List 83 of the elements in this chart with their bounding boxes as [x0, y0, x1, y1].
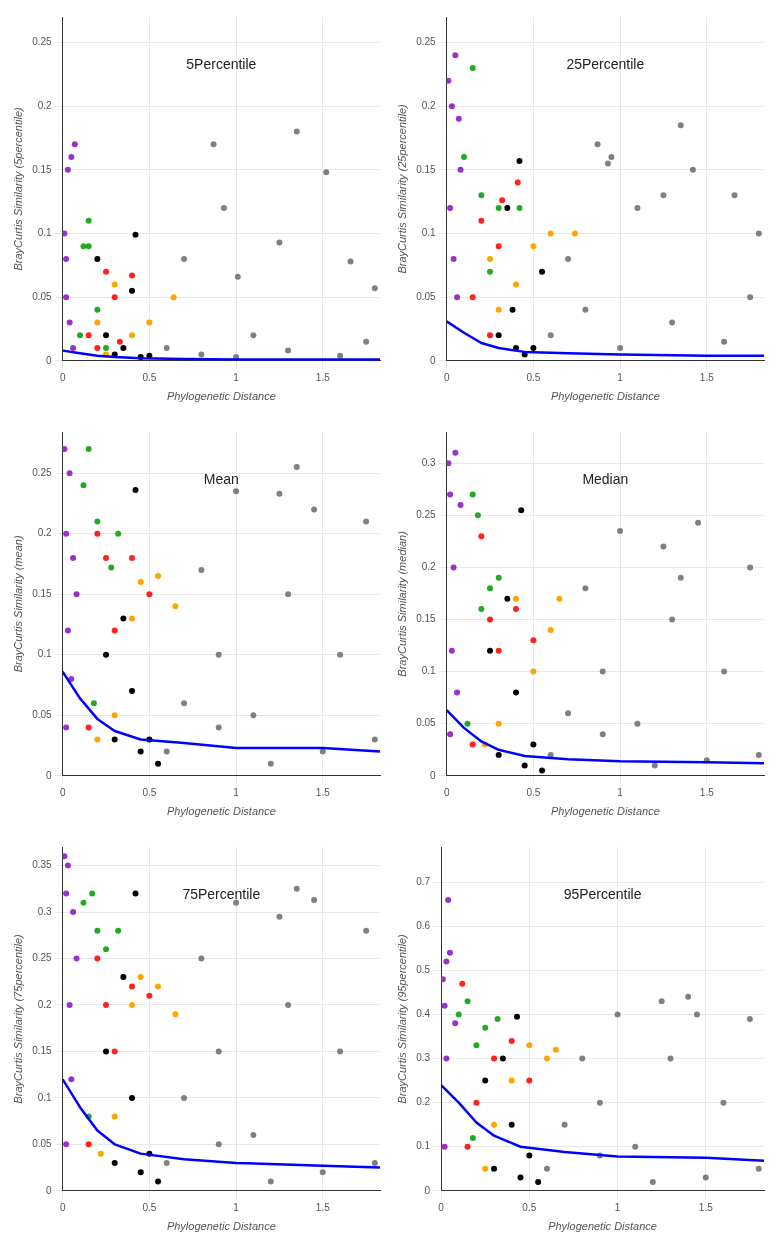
- y-axis-title: BrayCurtis Similarity (95percentile): [395, 933, 408, 1104]
- y-axis-title: BrayCurtis Similarity (median): [395, 530, 408, 677]
- x-tick-label: 0: [438, 1201, 445, 1213]
- x-axis-title: Phylogenetic Distance: [166, 805, 276, 818]
- y-tick-label: 0.05: [32, 290, 53, 302]
- y-tick-label: 0.15: [416, 163, 437, 175]
- y-tick-label: 0.05: [416, 717, 437, 729]
- x-axis-title: Phylogenetic Distance: [166, 1220, 276, 1233]
- text: Median: [582, 470, 629, 487]
- y-tick-label: 0.1: [37, 648, 53, 660]
- x-tick-label: 1: [233, 1201, 240, 1213]
- y-tick-label: 0.2: [37, 527, 53, 539]
- y-axis-title: BrayCurtis Similarity (25percentile): [395, 103, 408, 274]
- y-tick-label: 0.2: [421, 99, 437, 111]
- text: 75Percentile: [182, 885, 261, 902]
- y-tick-label: 0.1: [37, 227, 53, 239]
- x-tick-label: 0: [59, 371, 66, 383]
- y-tick-label: 0.2: [37, 998, 53, 1010]
- x-tick-label: 1.5: [315, 371, 331, 383]
- y-tick-label: 0.15: [32, 587, 53, 599]
- x-tick-label: 1: [233, 786, 240, 798]
- y-tick-label: 0.25: [32, 952, 53, 964]
- x-tick-label: 1.5: [699, 371, 715, 383]
- y-tick-label: 0: [424, 1184, 431, 1196]
- y-tick-label: 0: [46, 769, 53, 781]
- x-tick-label: 0: [59, 1201, 66, 1213]
- y-axis-title: BrayCurtis Similarity (75percentile): [11, 933, 24, 1104]
- y-tick-label: 0: [430, 769, 437, 781]
- y-tick-label: 0.4: [416, 1008, 431, 1020]
- y-tick-label: 0.35: [32, 859, 53, 871]
- x-tick-label: 1.5: [315, 786, 331, 798]
- y-tick-label: 0.25: [32, 466, 53, 478]
- y-tick-label: 0.15: [416, 613, 437, 625]
- y-tick-label: 0: [46, 354, 53, 366]
- x-tick-label: 0: [443, 786, 450, 798]
- y-tick-label: 0.1: [416, 1140, 431, 1152]
- y-tick-label: 0.5: [416, 964, 431, 976]
- y-tick-label: 0.3: [421, 457, 437, 468]
- x-axis-title: Phylogenetic Distance: [166, 390, 276, 403]
- y-tick-label: 0.25: [32, 36, 53, 48]
- y-axis-title: BrayCurtis Similarity (5percentile): [11, 106, 24, 271]
- x-tick-label: 1.5: [698, 1201, 714, 1213]
- y-tick-label: 0.2: [416, 1096, 431, 1108]
- x-tick-label: 0.5: [526, 371, 541, 383]
- x-tick-label: 1: [614, 1201, 621, 1213]
- y-axis-title: BrayCurtis Similarity (mean): [11, 535, 24, 673]
- y-tick-label: 0.05: [416, 290, 437, 302]
- x-tick-label: 0.5: [522, 1201, 537, 1213]
- y-tick-label: 0: [46, 1184, 53, 1196]
- x-tick-label: 1: [233, 371, 240, 383]
- y-tick-label: 0.1: [421, 665, 437, 677]
- y-tick-label: 0: [430, 354, 437, 366]
- x-axis-title: Phylogenetic Distance: [548, 1220, 657, 1233]
- x-tick-label: 0: [59, 786, 66, 798]
- text: 95Percentile: [563, 885, 642, 902]
- y-tick-label: 0.15: [32, 163, 53, 175]
- y-tick-label: 0.1: [421, 227, 437, 239]
- text: Mean: [203, 470, 239, 487]
- x-tick-label: 0.5: [142, 786, 157, 798]
- y-tick-label: 0.3: [37, 905, 53, 917]
- y-tick-label: 0.05: [32, 1138, 53, 1150]
- y-tick-label: 0.05: [32, 709, 53, 721]
- y-tick-label: 0.1: [37, 1091, 53, 1103]
- y-tick-label: 0.15: [32, 1045, 53, 1057]
- x-tick-label: 0.5: [526, 786, 541, 798]
- y-tick-label: 0.2: [421, 561, 437, 573]
- x-axis-title: Phylogenetic Distance: [550, 390, 660, 403]
- x-tick-label: 0.5: [142, 1201, 157, 1213]
- x-tick-label: 1.5: [315, 1201, 331, 1213]
- x-tick-label: 0: [443, 371, 450, 383]
- y-tick-label: 0.6: [416, 920, 431, 932]
- y-tick-label: 0.25: [416, 36, 437, 48]
- y-tick-label: 0.7: [416, 876, 431, 888]
- text: 25Percentile: [566, 55, 645, 72]
- x-tick-label: 0.5: [142, 371, 157, 383]
- text: 5Percentile: [186, 55, 257, 72]
- x-tick-label: 1.5: [699, 786, 715, 798]
- x-tick-label: 1: [617, 371, 624, 383]
- y-tick-label: 0.25: [416, 509, 437, 521]
- x-tick-label: 1: [617, 786, 624, 798]
- y-tick-label: 0.2: [37, 99, 53, 111]
- x-axis-title: Phylogenetic Distance: [550, 805, 660, 818]
- y-tick-label: 0.3: [416, 1052, 431, 1064]
